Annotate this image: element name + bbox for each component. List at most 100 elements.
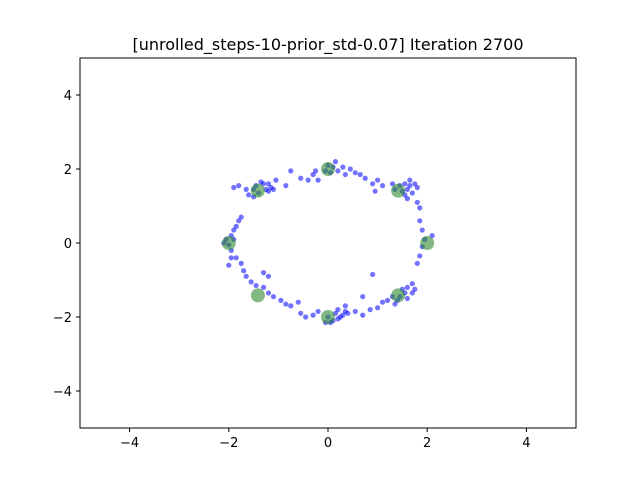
generated-sample-point [270, 186, 277, 192]
generated-sample-point [412, 286, 418, 292]
plot-area [221, 159, 435, 326]
generated-sample-point [238, 214, 244, 220]
generated-sample-point [409, 290, 415, 296]
generated-sample-point [315, 308, 321, 315]
generated-sample-point [298, 310, 304, 316]
x-tick-label: 4 [522, 436, 530, 451]
x-tick-label: 2 [423, 436, 431, 451]
generated-sample-point [372, 188, 378, 194]
real-data-point [391, 288, 406, 303]
generated-sample-point [243, 186, 249, 192]
y-tick-label: 2 [64, 163, 72, 178]
generated-sample-point [367, 307, 373, 313]
generated-sample-point [407, 177, 413, 183]
generated-sample-point [288, 303, 294, 309]
generated-sample-point [362, 175, 368, 181]
generated-sample-point [265, 181, 272, 187]
real-data-point [391, 183, 406, 198]
generated-sample-point [389, 181, 396, 187]
generated-sample-point [404, 186, 410, 192]
generated-sample-point [414, 199, 420, 205]
generated-sample-point [265, 188, 272, 194]
generated-sample-point [352, 170, 358, 176]
generated-sample-point [313, 168, 319, 174]
generated-sample-point [357, 171, 363, 178]
x-tick-label: −4 [120, 436, 139, 451]
y-tick-label: 0 [64, 237, 72, 252]
generated-sample-point [375, 177, 381, 183]
real-data-point [420, 236, 435, 250]
real-data-point [321, 162, 335, 176]
generated-sample-point [260, 270, 267, 276]
generated-sample-point [404, 196, 410, 202]
generated-sample-point [340, 164, 346, 170]
generated-sample-point [260, 284, 267, 290]
generated-sample-point [407, 183, 413, 189]
real-data-point [321, 310, 335, 324]
generated-sample-point [238, 260, 244, 266]
generated-sample-point [278, 297, 284, 303]
generated-sample-point [248, 279, 254, 285]
generated-sample-point [337, 314, 343, 320]
generated-sample-point [414, 184, 420, 191]
generated-sample-point [295, 299, 301, 305]
generated-sample-point [273, 177, 279, 183]
y-tick-label: −4 [53, 385, 72, 400]
plot-frame [79, 57, 577, 429]
generated-sample-point [429, 233, 435, 239]
generated-sample-point [342, 171, 348, 178]
generated-sample-point [342, 303, 348, 309]
generated-sample-point [335, 307, 341, 313]
x-axis: −4 −2 0 2 4 [120, 428, 531, 451]
generated-sample-point [332, 159, 339, 165]
generated-sample-point [417, 205, 423, 211]
generated-sample-point [283, 301, 289, 307]
generated-sample-point [417, 253, 423, 259]
generated-sample-point [370, 271, 376, 278]
generated-sample-point [417, 218, 423, 224]
x-tick-label: −2 [219, 436, 238, 451]
generated-sample-point [409, 281, 415, 287]
generated-sample-point [342, 308, 348, 315]
generated-sample-point [265, 290, 272, 296]
generated-sample-point [310, 312, 316, 318]
real-data-point [250, 288, 265, 303]
generated-sample-point [231, 184, 237, 191]
generated-sample-point [335, 168, 341, 174]
generated-sample-point [370, 181, 376, 187]
generated-sample-point [352, 308, 358, 315]
generated-sample-point [258, 179, 264, 185]
generated-sample-point [409, 190, 415, 196]
generated-sample-point [231, 227, 237, 233]
generated-sample-point [233, 255, 239, 261]
y-tick-label: −2 [53, 311, 72, 326]
generated-sample-point [243, 273, 249, 279]
generated-sample-point [288, 168, 294, 174]
generated-sample-point [310, 171, 316, 178]
generated-sample-point [305, 177, 311, 183]
generated-sample-point [404, 284, 410, 290]
generated-sample-point [414, 260, 420, 266]
generated-sample-point [241, 268, 247, 274]
generated-sample-point [412, 181, 418, 187]
generated-sample-point [419, 227, 425, 233]
generated-sample-point [236, 183, 242, 189]
generated-sample-point [379, 183, 386, 189]
generated-sample-point [315, 177, 321, 183]
generated-sample-point [283, 183, 289, 189]
generated-sample-point [226, 262, 232, 268]
real-data-point [221, 236, 236, 250]
y-axis: −4 −2 0 2 4 [53, 89, 80, 400]
generated-sample-point [360, 312, 366, 318]
generated-sample-point [236, 218, 242, 224]
generated-sample-point [270, 294, 277, 300]
generated-sample-point [298, 175, 304, 181]
generated-sample-point [402, 181, 408, 187]
generated-sample-point [360, 294, 366, 300]
generated-sample-point [392, 301, 398, 307]
chart-title: [unrolled_steps-10-prior_std-0.07] Itera… [133, 35, 524, 55]
generated-sample-point [303, 314, 309, 320]
generated-sample-point [379, 299, 386, 305]
generated-sample-point [253, 282, 259, 289]
